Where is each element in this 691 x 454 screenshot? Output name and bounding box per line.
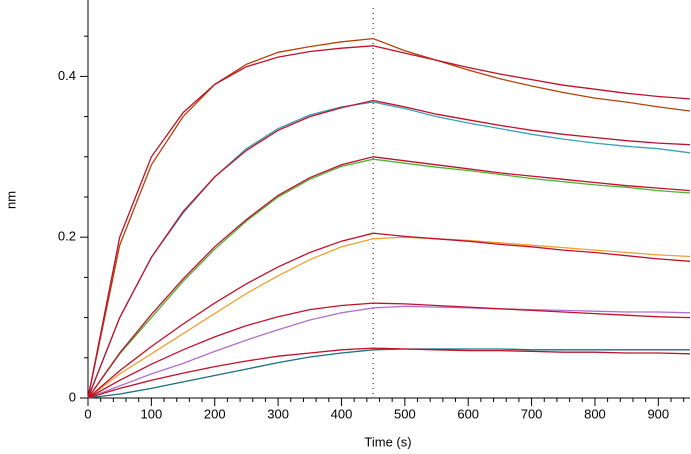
trace: [87, 348, 690, 399]
x-tick-label: 800: [584, 406, 606, 421]
trace: [87, 101, 691, 399]
trace: [87, 232, 691, 399]
x-tick-label: 600: [457, 406, 479, 421]
y-tick-label: 0.4: [58, 68, 76, 83]
trace: [87, 99, 691, 399]
trace: [87, 45, 691, 399]
trace: [87, 236, 691, 399]
trace: [87, 37, 691, 399]
x-tick-label: 0: [84, 406, 91, 421]
y-tick-label: 0: [69, 389, 76, 404]
trace: [87, 347, 691, 399]
x-axis-label: Time (s): [364, 434, 411, 449]
trace: [87, 305, 691, 399]
y-tick-label: 0.2: [58, 229, 76, 244]
x-tick-label: 900: [647, 406, 669, 421]
x-tick-label: 500: [394, 406, 416, 421]
trace: [87, 158, 691, 399]
x-tick-label: 200: [204, 406, 226, 421]
trace: [87, 302, 691, 399]
x-tick-label: 300: [267, 406, 289, 421]
x-tick-label: 400: [331, 406, 353, 421]
x-tick-label: 100: [141, 406, 163, 421]
trace: [87, 156, 691, 399]
y-axis-label: nm: [3, 191, 18, 209]
x-tick-label: 700: [521, 406, 543, 421]
